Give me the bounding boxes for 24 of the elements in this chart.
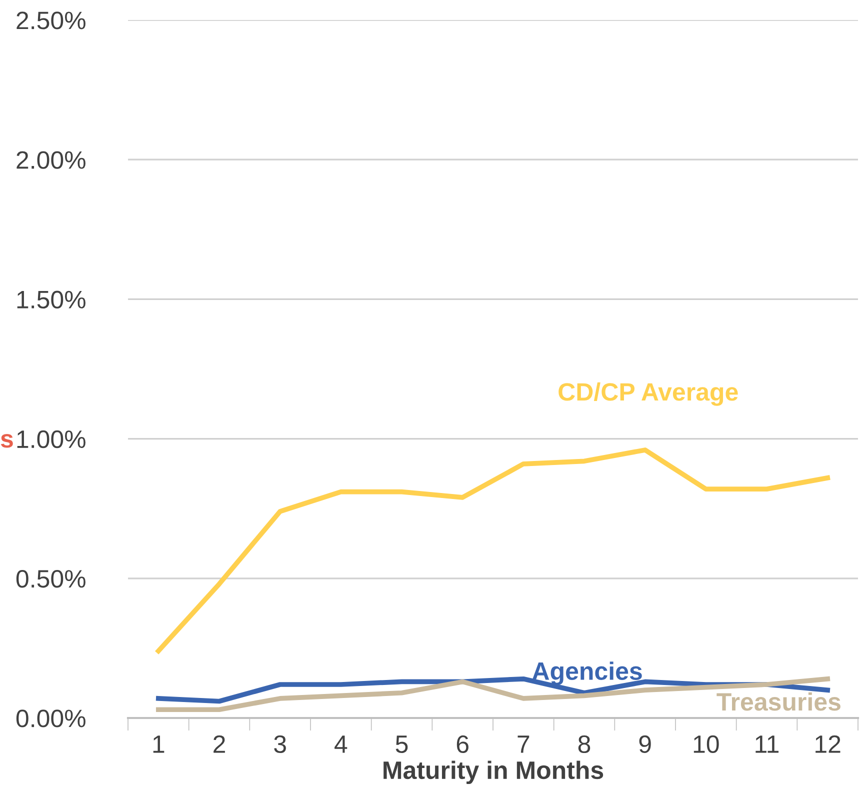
x-tick-label: 4 xyxy=(334,736,348,753)
x-tick-label: 9 xyxy=(639,735,651,754)
y-tick-label: 2.00% xyxy=(16,151,86,169)
x-tick-label: 12 xyxy=(816,735,840,753)
x-tick-label: 8 xyxy=(578,735,590,754)
y-tick-label: 1.50% xyxy=(17,290,86,309)
x-tick-label: 11 xyxy=(756,736,779,753)
x-tick-label: 1 xyxy=(153,736,164,753)
line-series xyxy=(156,448,830,654)
x-axis-title: Maturity in Months xyxy=(384,760,604,784)
y-tick-label: 1.00% xyxy=(17,430,86,448)
x-tick-label: 2 xyxy=(214,735,225,753)
y-axis-title: s xyxy=(0,434,13,448)
x-tick-label: 6 xyxy=(456,735,468,754)
x-tick-label: 10 xyxy=(694,735,719,754)
y-tick-label: 0.00% xyxy=(16,710,86,728)
y-tick-label: 2.50% xyxy=(16,12,86,30)
text: CD/CP Average xyxy=(558,382,738,406)
x-tick-label: 3 xyxy=(274,735,286,754)
series-label: Agencies xyxy=(532,662,642,686)
series-label: Treasuries xyxy=(716,692,840,711)
y-tick-label: 0.50% xyxy=(16,570,86,588)
x-tick-label: 5 xyxy=(396,736,408,754)
x-tick-label: 7 xyxy=(518,736,530,753)
